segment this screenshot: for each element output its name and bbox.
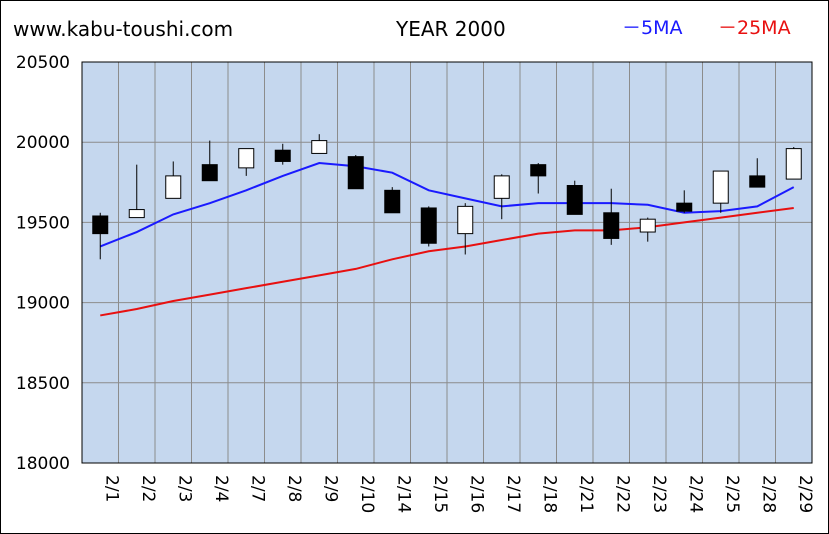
candle-body-up <box>128 209 145 219</box>
x-tick-label: 2/4 <box>211 475 231 502</box>
legend-5ma: －5MA <box>622 17 682 39</box>
x-tick-label: 2/24 <box>685 475 705 513</box>
candle-body-down <box>420 207 437 244</box>
y-tick-label: 19000 <box>16 294 70 314</box>
y-tick-label: 18000 <box>16 454 70 474</box>
candle-2/23 <box>639 217 656 242</box>
site-url: www.kabu-toushi.com <box>13 17 233 41</box>
candle-body-down <box>347 156 364 190</box>
candle-body-up <box>493 175 510 199</box>
candle-2/14 <box>384 187 401 214</box>
x-tick-label: 2/18 <box>539 475 559 513</box>
candle-body-up <box>238 148 255 169</box>
x-tick-label: 2/9 <box>320 475 340 502</box>
candle-2/10 <box>347 155 364 190</box>
x-tick-label: 2/10 <box>357 475 377 513</box>
candle-body-up <box>639 218 656 233</box>
candle-2/15 <box>420 206 437 247</box>
x-tick-label: 2/1 <box>101 475 121 502</box>
x-tick-label: 2/7 <box>247 475 267 502</box>
x-tick-label: 2/29 <box>795 475 815 513</box>
candle-body-down <box>201 164 218 182</box>
x-tick-label: 2/28 <box>758 475 778 513</box>
x-tick-label: 2/2 <box>138 475 158 502</box>
candle-2/9 <box>311 134 328 154</box>
candle-body-up <box>457 205 474 235</box>
y-tick-label: 20500 <box>16 53 70 73</box>
x-tick-label: 2/15 <box>430 475 450 513</box>
candle-body-down <box>274 149 291 162</box>
candle-body-up <box>311 140 328 154</box>
grid-lines <box>82 61 812 464</box>
x-tick-label: 2/17 <box>503 475 523 513</box>
candle-body-down <box>676 202 693 212</box>
candle-body-down <box>566 185 583 215</box>
candle-2/21 <box>566 180 583 215</box>
candle-body-up <box>785 148 802 180</box>
candle-2/1 <box>92 212 109 260</box>
x-tick-label: 2/23 <box>649 475 669 513</box>
x-tick-label: 2/14 <box>393 475 413 513</box>
candle-body-up <box>165 175 182 199</box>
candle-2/17 <box>493 174 510 220</box>
candle-2/24 <box>676 190 693 213</box>
candle-body-down <box>530 164 547 177</box>
x-tick-label: 2/22 <box>612 475 632 513</box>
y-tick-label: 18500 <box>16 374 70 394</box>
y-axis-ticks: 18000 18500 19000 19500 20000 20500 <box>16 53 70 474</box>
x-tick-label: 2/21 <box>576 475 596 513</box>
candle-body-up <box>712 170 729 204</box>
candle-2/8 <box>274 143 291 165</box>
y-tick-label: 19500 <box>16 213 70 233</box>
x-tick-label: 2/16 <box>466 475 486 513</box>
candlesticks <box>92 134 802 260</box>
candle-2/28 <box>749 158 766 188</box>
x-tick-label: 2/3 <box>174 475 194 502</box>
plot-border <box>81 61 813 464</box>
candle-2/3 <box>165 161 182 199</box>
candle-2/4 <box>201 140 218 182</box>
candle-2/18 <box>530 163 547 194</box>
candle-body-down <box>92 215 109 235</box>
ma25-series <box>100 206 794 317</box>
legend-25ma: －25MA <box>718 17 791 39</box>
candle-2/2 <box>128 164 145 219</box>
x-tick-label: 2/8 <box>284 475 304 502</box>
candle-2/25 <box>712 170 729 213</box>
x-axis-ticks: 2/1 2/2 2/3 2/4 2/7 2/8 2/9 2/10 2/14 2/15 2/16 2/1… <box>101 475 815 513</box>
candle-2/16 <box>457 203 474 255</box>
candle-body-down <box>603 212 620 239</box>
candle-2/29 <box>785 147 802 180</box>
candle-body-down <box>749 175 766 188</box>
x-tick-label: 2/25 <box>722 475 742 513</box>
ma25-line <box>100 206 794 317</box>
candle-body-down <box>384 189 401 214</box>
y-tick-label: 20000 <box>16 133 70 153</box>
candle-2/7 <box>238 148 255 176</box>
chart-title: YEAR 2000 <box>395 17 506 41</box>
candle-2/22 <box>603 188 620 245</box>
